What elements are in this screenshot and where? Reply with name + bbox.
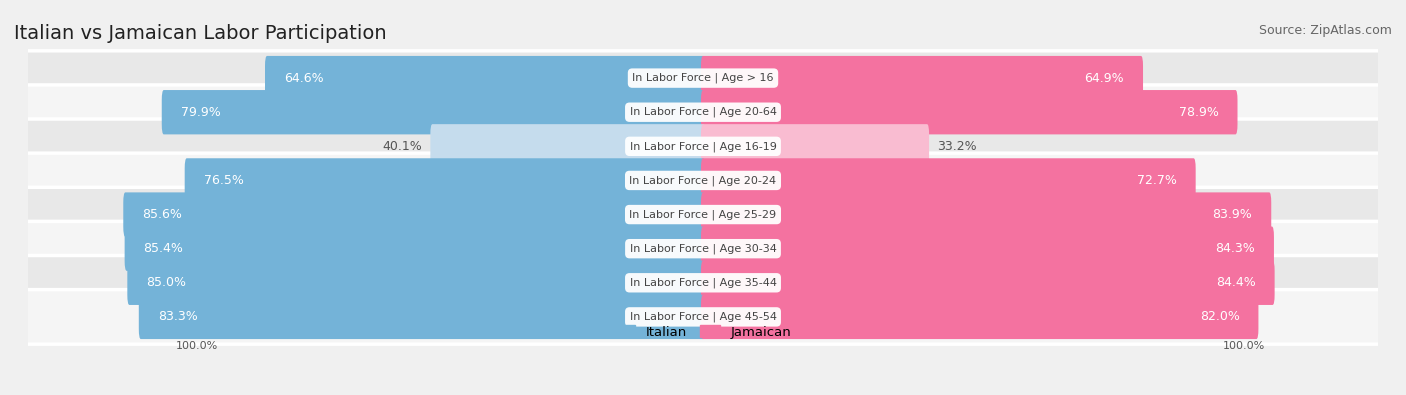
FancyBboxPatch shape <box>22 153 1384 208</box>
Text: In Labor Force | Age 45-54: In Labor Force | Age 45-54 <box>630 312 776 322</box>
FancyBboxPatch shape <box>702 261 1275 305</box>
FancyBboxPatch shape <box>22 85 1384 139</box>
Text: In Labor Force | Age 20-64: In Labor Force | Age 20-64 <box>630 107 776 117</box>
Legend: Italian, Jamaican: Italian, Jamaican <box>610 320 796 344</box>
Text: 85.4%: 85.4% <box>143 242 183 255</box>
Text: Source: ZipAtlas.com: Source: ZipAtlas.com <box>1258 24 1392 37</box>
Text: In Labor Force | Age 35-44: In Labor Force | Age 35-44 <box>630 278 776 288</box>
FancyBboxPatch shape <box>22 119 1384 174</box>
FancyBboxPatch shape <box>22 290 1384 344</box>
Text: 76.5%: 76.5% <box>204 174 243 187</box>
Text: In Labor Force | Age > 16: In Labor Force | Age > 16 <box>633 73 773 83</box>
FancyBboxPatch shape <box>139 295 704 339</box>
FancyBboxPatch shape <box>702 158 1195 203</box>
FancyBboxPatch shape <box>128 261 704 305</box>
FancyBboxPatch shape <box>124 192 704 237</box>
FancyBboxPatch shape <box>22 51 1384 105</box>
Text: 85.6%: 85.6% <box>142 208 181 221</box>
FancyBboxPatch shape <box>702 295 1258 339</box>
FancyBboxPatch shape <box>702 226 1274 271</box>
FancyBboxPatch shape <box>264 56 704 100</box>
FancyBboxPatch shape <box>430 124 704 169</box>
Text: 84.3%: 84.3% <box>1215 242 1256 255</box>
FancyBboxPatch shape <box>702 192 1271 237</box>
Text: 72.7%: 72.7% <box>1137 174 1177 187</box>
Text: 64.6%: 64.6% <box>284 71 323 85</box>
FancyBboxPatch shape <box>702 124 929 169</box>
FancyBboxPatch shape <box>184 158 704 203</box>
Text: 100.0%: 100.0% <box>176 341 218 352</box>
FancyBboxPatch shape <box>702 90 1237 134</box>
FancyBboxPatch shape <box>125 226 704 271</box>
Text: In Labor Force | Age 20-24: In Labor Force | Age 20-24 <box>630 175 776 186</box>
Text: 40.1%: 40.1% <box>382 140 422 153</box>
Text: 64.9%: 64.9% <box>1084 71 1125 85</box>
Text: 83.3%: 83.3% <box>157 310 197 324</box>
Text: 79.9%: 79.9% <box>180 106 221 119</box>
Text: 82.0%: 82.0% <box>1199 310 1240 324</box>
FancyBboxPatch shape <box>162 90 704 134</box>
Text: 83.9%: 83.9% <box>1212 208 1253 221</box>
FancyBboxPatch shape <box>22 256 1384 310</box>
Text: Italian vs Jamaican Labor Participation: Italian vs Jamaican Labor Participation <box>14 24 387 43</box>
FancyBboxPatch shape <box>702 56 1143 100</box>
Text: 85.0%: 85.0% <box>146 276 186 289</box>
FancyBboxPatch shape <box>22 187 1384 242</box>
Text: In Labor Force | Age 25-29: In Labor Force | Age 25-29 <box>630 209 776 220</box>
Text: 84.4%: 84.4% <box>1216 276 1256 289</box>
Text: 78.9%: 78.9% <box>1178 106 1219 119</box>
Text: 100.0%: 100.0% <box>1223 341 1265 352</box>
Text: In Labor Force | Age 30-34: In Labor Force | Age 30-34 <box>630 243 776 254</box>
Text: In Labor Force | Age 16-19: In Labor Force | Age 16-19 <box>630 141 776 152</box>
FancyBboxPatch shape <box>22 221 1384 276</box>
Text: 33.2%: 33.2% <box>938 140 977 153</box>
